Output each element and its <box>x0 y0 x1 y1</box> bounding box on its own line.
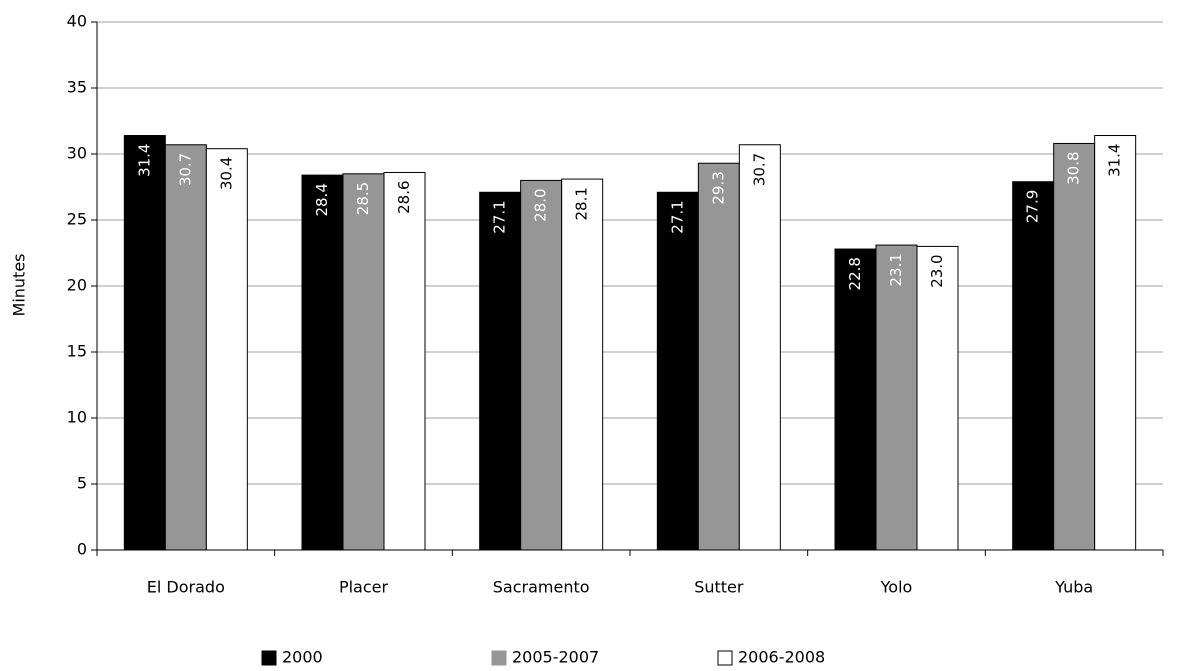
bar <box>342 173 385 551</box>
bar <box>123 135 166 551</box>
value-label: 27.1 <box>668 200 686 233</box>
bar <box>916 245 959 551</box>
y-axis-label: Minutes <box>10 254 29 317</box>
bar <box>205 148 248 551</box>
y-tick-label: 5 <box>77 474 87 493</box>
x-tick-label: Placer <box>339 578 389 597</box>
y-tick-label: 25 <box>67 210 87 229</box>
y-tick-label: 40 <box>67 12 87 31</box>
bar <box>301 174 344 551</box>
bar <box>561 178 604 551</box>
y-tick-label: 35 <box>67 78 87 97</box>
value-label: 30.8 <box>1065 151 1083 184</box>
value-label: 28.6 <box>395 180 413 213</box>
value-label: 28.0 <box>532 188 550 221</box>
bar <box>875 244 918 551</box>
value-label: 30.7 <box>750 153 768 186</box>
bar <box>520 179 563 551</box>
value-label: 31.4 <box>1106 144 1124 177</box>
value-label: 30.4 <box>217 157 235 190</box>
bar <box>697 162 740 551</box>
bar <box>834 248 877 551</box>
value-label: 31.4 <box>135 144 153 177</box>
bar <box>383 171 426 551</box>
y-tick-label: 20 <box>67 276 87 295</box>
bar <box>656 191 699 551</box>
value-label: 29.3 <box>709 171 727 204</box>
value-label: 27.1 <box>491 200 509 233</box>
bar <box>1053 142 1096 551</box>
y-tick-label: 30 <box>67 144 87 163</box>
x-tick-label: El Dorado <box>147 578 225 597</box>
value-label: 30.7 <box>176 153 194 186</box>
value-label: 22.8 <box>846 257 864 290</box>
legend-swatch <box>491 650 507 666</box>
value-label: 28.5 <box>354 182 372 215</box>
bar <box>738 144 781 551</box>
x-tick-label: Yolo <box>880 578 913 597</box>
bar <box>1094 135 1137 551</box>
value-label: 23.0 <box>928 254 946 287</box>
legend-label: 2000 <box>282 648 323 667</box>
x-tick-label: Yuba <box>1054 578 1093 597</box>
x-tick-label: Sutter <box>694 578 744 597</box>
value-label: 27.9 <box>1024 190 1042 223</box>
y-tick-label: 10 <box>67 408 87 427</box>
value-label: 28.1 <box>573 187 591 220</box>
bar <box>479 191 522 551</box>
legend-label: 2006-2008 <box>738 648 825 667</box>
value-label: 28.4 <box>313 183 331 216</box>
bar <box>164 144 207 551</box>
bar <box>1012 181 1055 551</box>
y-tick-label: 15 <box>67 342 87 361</box>
legend-swatch <box>261 650 277 666</box>
legend-label: 2005-2007 <box>512 648 599 667</box>
value-label: 23.1 <box>887 253 905 286</box>
x-tick-label: Sacramento <box>493 578 590 597</box>
legend-swatch <box>717 650 733 666</box>
y-tick-label: 0 <box>77 540 87 559</box>
